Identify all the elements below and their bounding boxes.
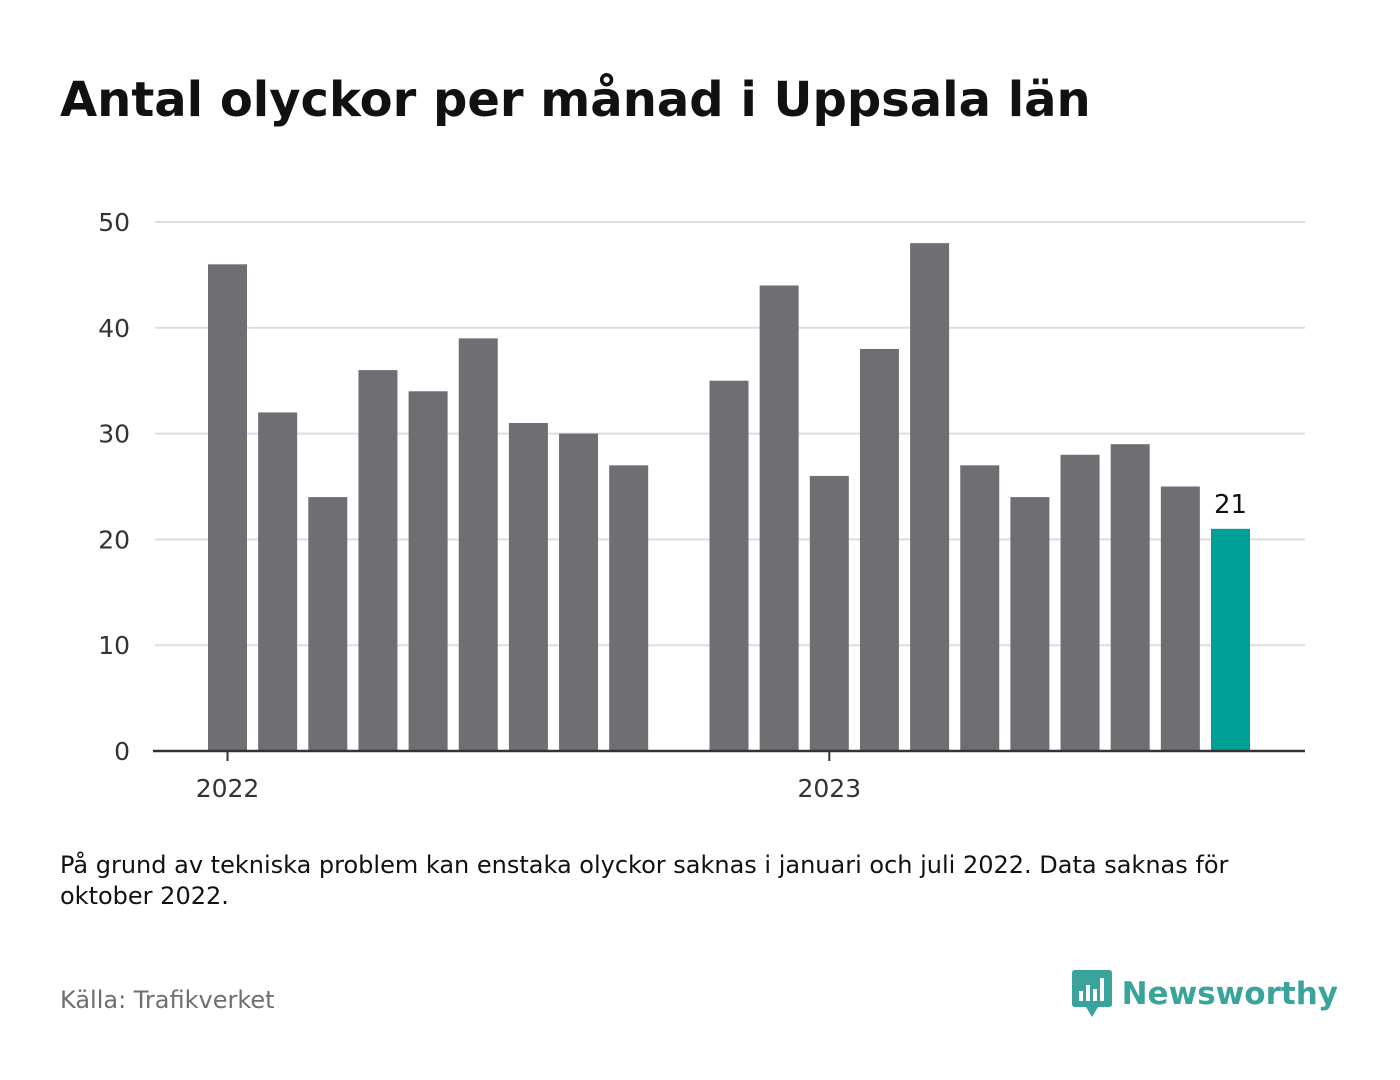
y-tick-label: 30	[98, 420, 130, 449]
x-axis-labels: 2022 2023	[196, 774, 861, 803]
bar	[1110, 444, 1150, 751]
bar	[759, 285, 799, 751]
y-tick-label: 50	[98, 208, 130, 237]
bar	[910, 243, 950, 751]
y-tick-label: 0	[114, 737, 130, 766]
bar	[960, 465, 1000, 751]
bar	[1060, 454, 1100, 751]
chart-title: Antal olyckor per månad i Uppsala län	[60, 72, 1091, 128]
footnote: På grund av tekniska problem kan enstaka…	[60, 851, 1229, 910]
bar	[609, 465, 649, 751]
x-tick-label: 2022	[196, 774, 260, 803]
bar	[1010, 497, 1050, 751]
source-credit: Källa: Trafikverket	[60, 986, 275, 1014]
bar	[258, 412, 298, 751]
bar	[859, 348, 899, 751]
bar	[508, 423, 548, 751]
x-axis	[153, 749, 1305, 761]
bar-chart: 0 10 20 30 40 50 2022 2023 21	[98, 208, 1305, 803]
bar	[208, 264, 247, 751]
y-tick-label: 40	[98, 314, 130, 343]
bar	[1160, 486, 1200, 751]
y-axis-labels: 0 10 20 30 40 50	[98, 208, 130, 766]
annotations: 21	[1214, 490, 1247, 520]
bar	[709, 380, 749, 751]
bar	[809, 475, 849, 751]
bar	[358, 370, 398, 751]
y-tick-label: 20	[98, 525, 130, 554]
bar	[559, 433, 599, 751]
data-label: 21	[1214, 490, 1247, 520]
x-tick-label: 2023	[797, 774, 861, 803]
bars	[208, 243, 1250, 751]
y-tick-label: 10	[98, 631, 130, 660]
brand-name: Newsworthy	[1121, 976, 1338, 1012]
bar	[308, 497, 348, 751]
bar-highlight	[1211, 528, 1250, 751]
bar	[408, 391, 448, 751]
brand-logo: Newsworthy	[1071, 970, 1338, 1018]
newsworthy-logo-icon	[1071, 970, 1112, 1017]
bar	[458, 338, 498, 751]
